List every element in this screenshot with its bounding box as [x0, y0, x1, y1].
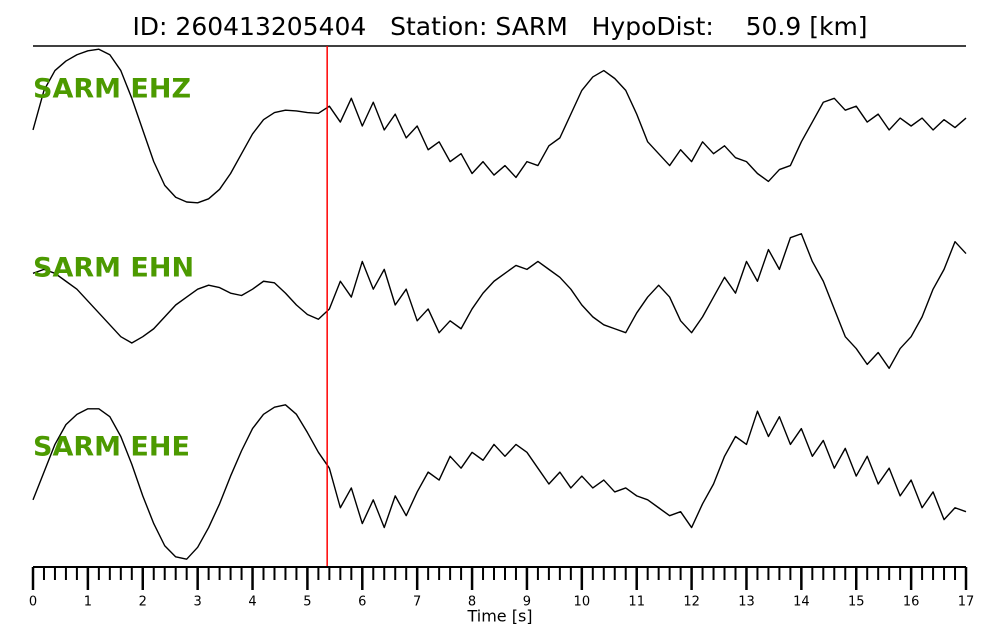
trace-label: SARM EHZ	[33, 74, 191, 105]
waveform	[32, 233, 967, 370]
x-tick-label: 0	[29, 595, 37, 610]
x-tick-label: 12	[683, 595, 700, 610]
x-tick-label: 11	[628, 595, 645, 610]
x-tick-label: 15	[848, 595, 865, 610]
trace-label: SARM EHN	[33, 253, 194, 284]
x-tick-label: 7	[413, 595, 421, 610]
x-tick-label: 2	[139, 595, 147, 610]
x-tick-label: 10	[574, 595, 591, 610]
x-tick-label: 6	[358, 595, 366, 610]
x-axis-label: Time [s]	[466, 607, 532, 626]
x-tick-label: 16	[903, 595, 920, 610]
x-tick-label: 9	[523, 595, 531, 610]
x-tick-label: 5	[303, 595, 311, 610]
chart-title: ID: 260413205404 Station: SARM HypoDist:…	[132, 12, 867, 41]
x-tick-label: 14	[793, 595, 810, 610]
waveform	[32, 48, 967, 204]
x-tick-label: 3	[194, 595, 202, 610]
x-tick-label: 13	[738, 595, 755, 610]
trace-label: SARM EHE	[33, 432, 190, 463]
x-tick-label: 8	[468, 595, 476, 610]
x-tick-label: 1	[84, 595, 92, 610]
x-tick-label: 17	[958, 595, 975, 610]
x-tick-label: 4	[248, 595, 256, 610]
waveform	[32, 404, 967, 560]
